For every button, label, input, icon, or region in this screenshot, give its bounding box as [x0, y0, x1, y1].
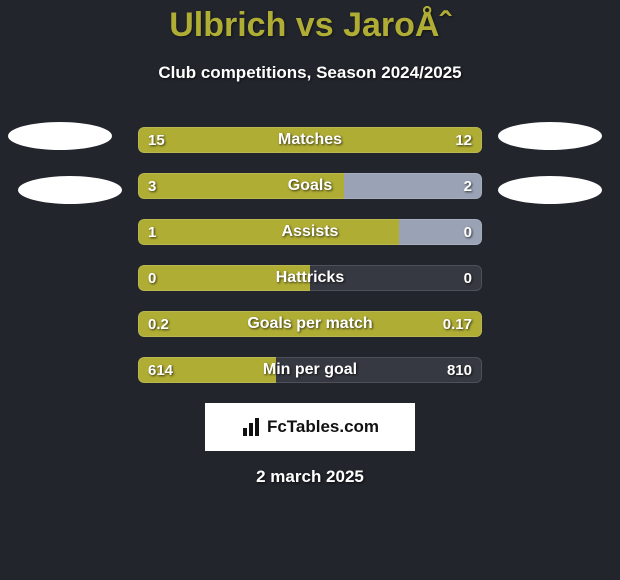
stat-left-value: 3	[148, 173, 156, 199]
stat-left-fill	[138, 127, 482, 153]
stat-row: 1512Matches	[138, 127, 482, 153]
stat-left-value: 1	[148, 219, 156, 245]
stat-row: 10Assists	[138, 219, 482, 245]
avatar-placeholder	[498, 122, 602, 150]
stat-right-value: 0.17	[443, 311, 472, 337]
stat-left-fill	[138, 173, 344, 199]
bars-icon	[241, 416, 263, 438]
stat-row: 0.20.17Goals per match	[138, 311, 482, 337]
logo-text: FcTables.com	[267, 417, 379, 437]
stat-right-value: 810	[447, 357, 472, 383]
date-label: 2 march 2025	[0, 467, 620, 487]
page-title: Ulbrich vs JaroÅˆ	[0, 0, 620, 45]
subtitle: Club competitions, Season 2024/2025	[0, 63, 620, 83]
stat-right-value: 2	[464, 173, 472, 199]
stat-left-fill	[138, 219, 399, 245]
stats-comparison: 1512Matches32Goals10Assists00Hattricks0.…	[138, 127, 482, 383]
stat-right-value: 0	[464, 219, 472, 245]
avatar-placeholder	[18, 176, 122, 204]
stat-row: 614810Min per goal	[138, 357, 482, 383]
stat-left-value: 0	[148, 265, 156, 291]
stat-right-fill	[344, 173, 482, 199]
stat-left-value: 614	[148, 357, 173, 383]
avatar-placeholder	[498, 176, 602, 204]
stat-left-value: 15	[148, 127, 165, 153]
stat-row: 00Hattricks	[138, 265, 482, 291]
stat-left-fill	[138, 311, 482, 337]
avatar-placeholder	[8, 122, 112, 150]
stat-right-value: 0	[464, 265, 472, 291]
stat-left-value: 0.2	[148, 311, 169, 337]
stat-left-fill	[138, 265, 310, 291]
fctables-logo[interactable]: FcTables.com	[205, 403, 415, 451]
stat-row: 32Goals	[138, 173, 482, 199]
stat-right-value: 12	[455, 127, 472, 153]
